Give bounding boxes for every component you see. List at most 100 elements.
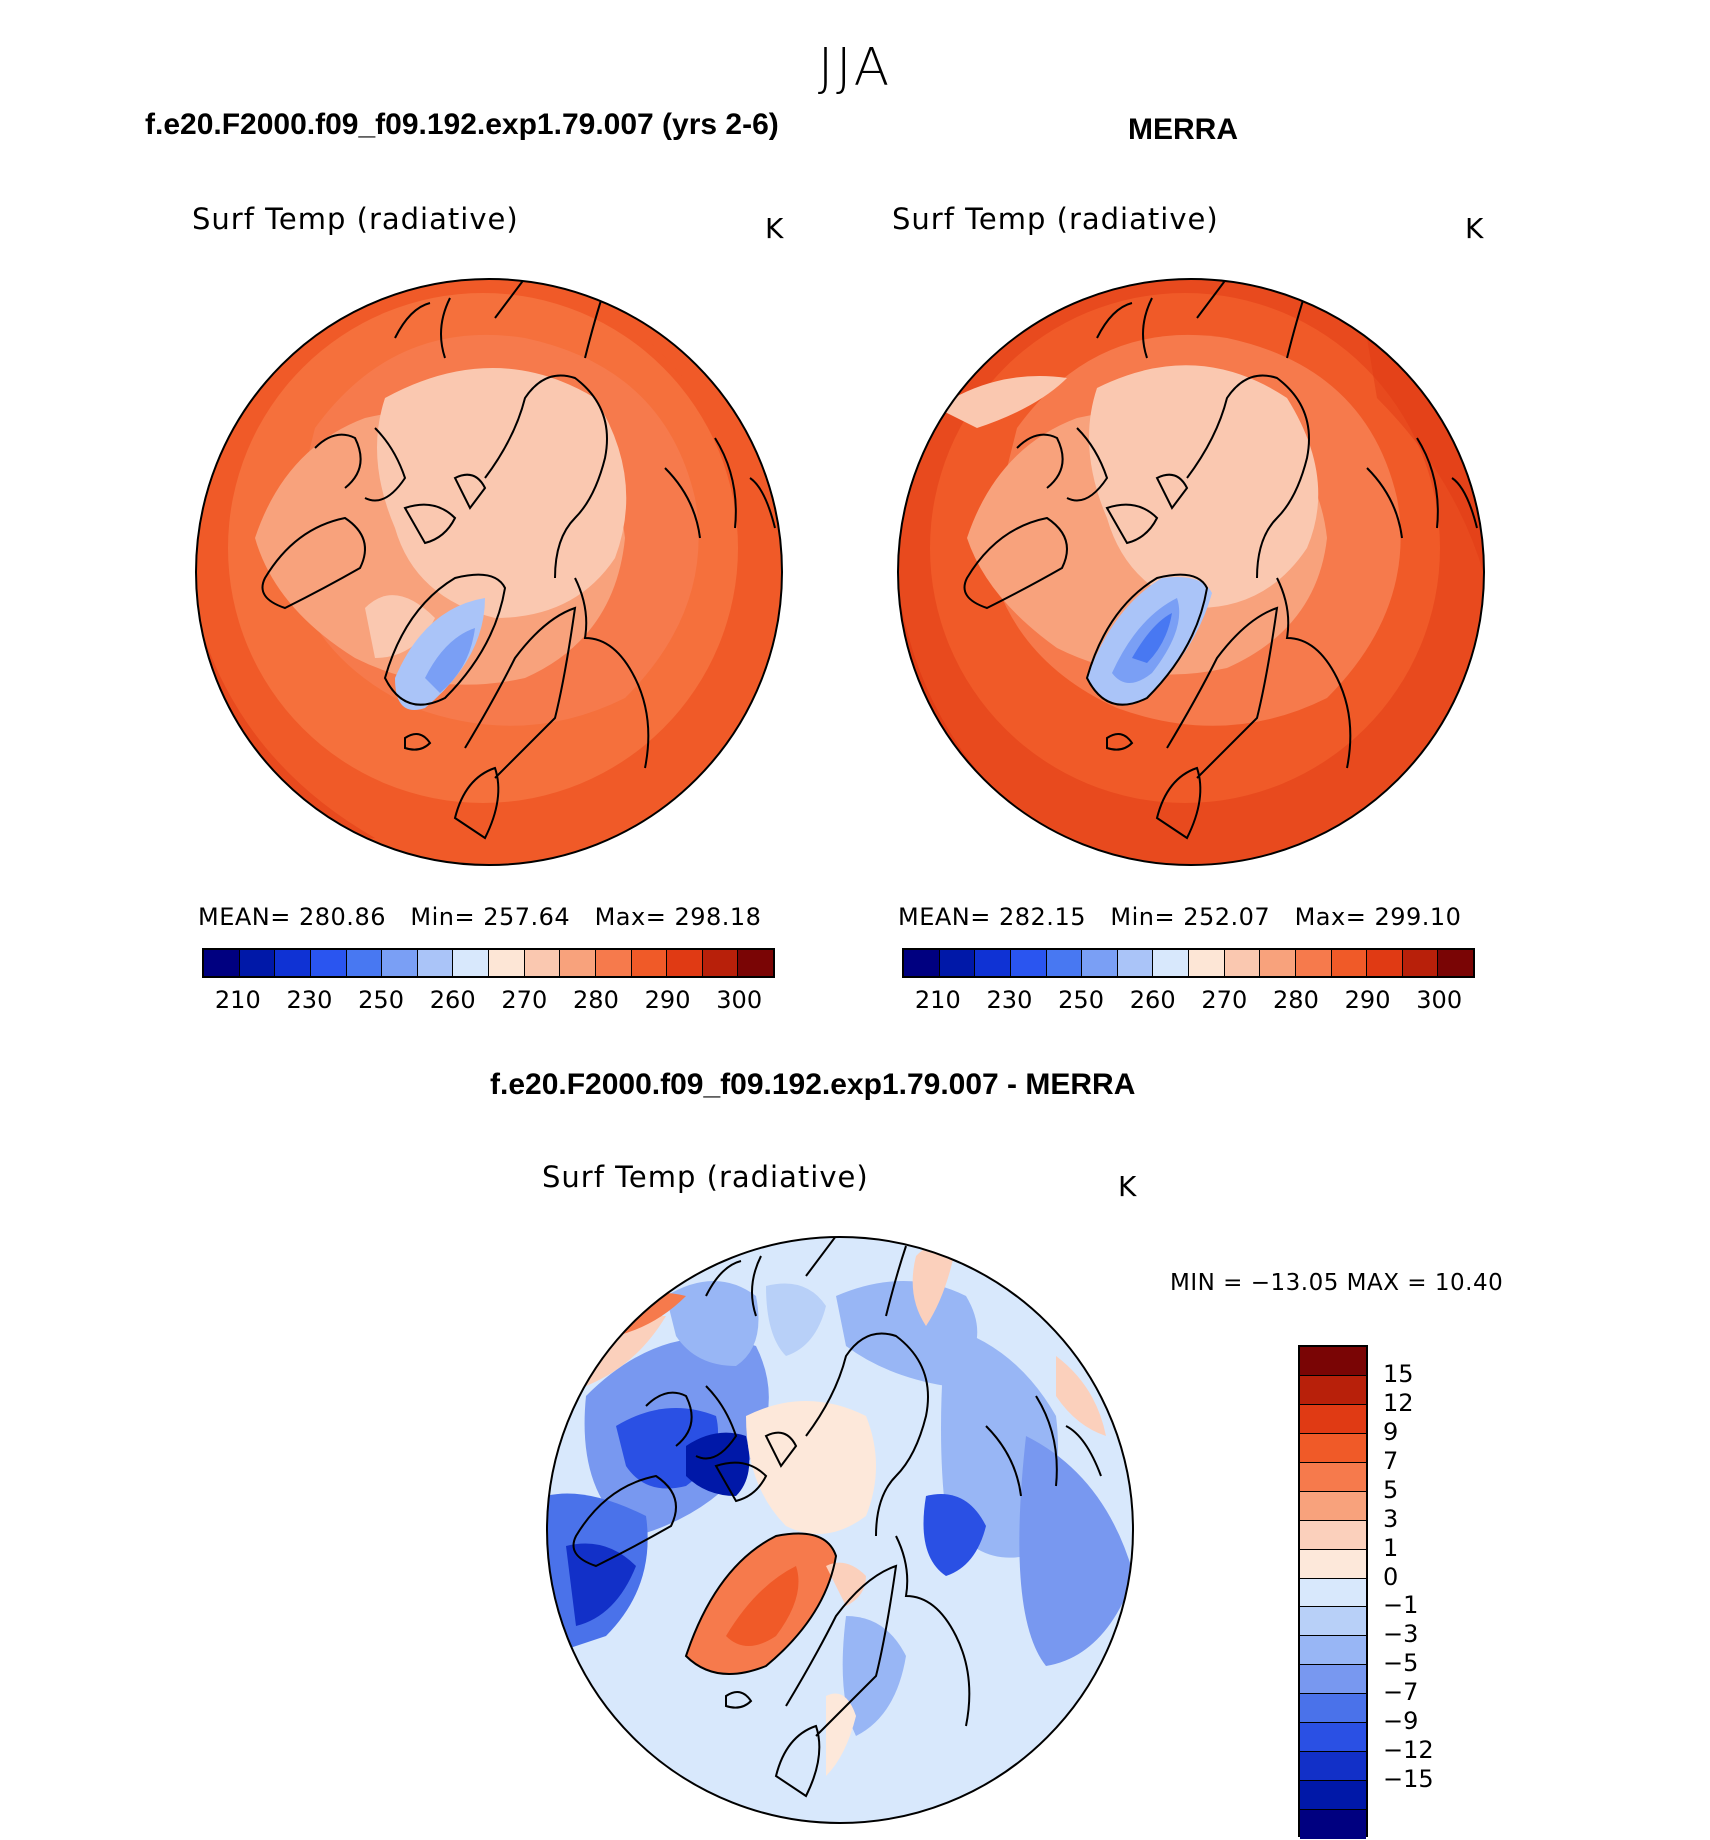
colorbar-swatch (975, 950, 1011, 976)
colorbar-tick-label: 3 (1383, 1504, 1399, 1533)
diff-unit-label: K (1118, 1170, 1137, 1203)
diff-polar-map (546, 1236, 1134, 1824)
colorbar-tick-label: 280 (573, 986, 619, 1014)
colorbar-tick-label: −9 (1383, 1707, 1419, 1736)
colorbar-tick-label: 230 (986, 986, 1033, 1014)
colorbar-swatch (1300, 1694, 1366, 1724)
colorbar-swatch (1300, 1665, 1366, 1695)
obs-polar-map (897, 278, 1485, 866)
obs-max-label: Max= (1294, 903, 1367, 931)
colorbar-swatch (1189, 950, 1225, 976)
diff-colorbar-ticks: 15 12 9 7 5 3 1 0 −1 −3 −5 −7 −9 −12 −15 (1383, 1345, 1463, 1837)
model-min-label: Min= (410, 903, 476, 931)
colorbar-swatch (1300, 1404, 1366, 1434)
obs-stats: MEAN= 282.15 Min= 252.07 Max= 299.10 (898, 903, 1461, 931)
colorbar-tick-label: 15 (1383, 1359, 1414, 1388)
colorbar-swatch (1300, 1723, 1366, 1753)
colorbar-tick-label: 210 (214, 986, 261, 1014)
model-max-label: Max= (594, 903, 667, 931)
colorbar-swatch (1010, 950, 1047, 976)
model-panel-title: f.e20.F2000.f09_f09.192.exp1.79.007 (yrs… (145, 108, 779, 141)
colorbar-tick-label: 210 (914, 986, 961, 1014)
diff-colorbar (1298, 1345, 1368, 1839)
colorbar-swatch (204, 950, 240, 976)
model-stats: MEAN= 280.86 Min= 257.64 Max= 298.18 (198, 903, 761, 931)
colorbar-tick-label: −3 (1383, 1620, 1419, 1649)
colorbar-swatch (1300, 1636, 1366, 1666)
colorbar-swatch (275, 950, 311, 976)
colorbar-swatch (1367, 950, 1403, 976)
colorbar-tick-label: −12 (1383, 1736, 1434, 1765)
obs-variable-label: Surf Temp (radiative) (892, 202, 1219, 236)
colorbar-swatch (1300, 1781, 1366, 1810)
colorbar-tick-label: 250 (358, 986, 404, 1014)
colorbar-tick-label: 290 (644, 986, 691, 1014)
colorbar-swatch (738, 950, 773, 976)
model-mean-value: 280.86 (299, 903, 386, 931)
colorbar-tick-label: −5 (1383, 1649, 1419, 1678)
colorbar-swatch (417, 950, 454, 976)
colorbar-swatch (1224, 950, 1261, 976)
colorbar-swatch (1300, 1375, 1366, 1405)
colorbar-tick-label: 12 (1383, 1388, 1414, 1417)
obs-min-value: 252.07 (1183, 903, 1271, 931)
model-mean-label: MEAN= (198, 903, 291, 931)
colorbar-tick-label: 260 (1129, 986, 1176, 1014)
colorbar-swatch (1300, 1752, 1366, 1782)
obs-mean-label: MEAN= (898, 903, 991, 931)
colorbar-tick-label: 260 (429, 986, 476, 1014)
colorbar-swatch (939, 950, 976, 976)
colorbar-swatch (1300, 1607, 1366, 1637)
colorbar-swatch (702, 950, 739, 976)
colorbar-tick-label: 7 (1383, 1446, 1399, 1475)
colorbar-tick-label: 300 (716, 986, 763, 1014)
colorbar-swatch (1300, 1433, 1366, 1463)
colorbar-swatch (1300, 1520, 1366, 1550)
model-variable-label: Surf Temp (radiative) (192, 202, 519, 236)
colorbar-swatch (667, 950, 703, 976)
colorbar-swatch (453, 950, 489, 976)
diff-minmax: MIN = −13.05 MAX = 10.40 (1170, 1270, 1504, 1296)
colorbar-swatch (1438, 950, 1473, 976)
obs-mean-value: 282.15 (999, 903, 1086, 931)
colorbar-tick-label: 250 (1058, 986, 1104, 1014)
colorbar-swatch (1046, 950, 1083, 976)
colorbar-swatch (524, 950, 561, 976)
colorbar-swatch (1300, 1549, 1366, 1579)
colorbar-swatch (1153, 950, 1189, 976)
model-polar-map (195, 278, 783, 866)
colorbar-tick-label: 9 (1383, 1417, 1399, 1446)
colorbar-tick-label: 230 (286, 986, 333, 1014)
colorbar-swatch (1082, 950, 1118, 976)
colorbar-tick-label: −1 (1383, 1591, 1419, 1620)
diff-variable-label: Surf Temp (radiative) (542, 1160, 869, 1194)
colorbar-swatch (1300, 1578, 1366, 1608)
colorbar-tick-label: 5 (1383, 1475, 1399, 1504)
colorbar-swatch (1300, 1491, 1366, 1521)
colorbar-swatch (1295, 950, 1332, 976)
colorbar-tick-label: 1 (1383, 1533, 1399, 1562)
obs-max-value: 299.10 (1374, 903, 1462, 931)
colorbar-tick-label: 270 (1201, 986, 1248, 1014)
colorbar-tick-label: 270 (501, 986, 548, 1014)
colorbar-swatch (1300, 1462, 1366, 1492)
obs-panel-title: MERRA (1128, 113, 1238, 146)
colorbar-swatch (489, 950, 525, 976)
colorbar-swatch (1300, 1347, 1366, 1376)
colorbar-tick-label: −15 (1383, 1765, 1434, 1794)
model-unit-label: K (765, 212, 784, 245)
colorbar-swatch (1402, 950, 1439, 976)
model-max-value: 298.18 (674, 903, 762, 931)
colorbar-tick-label: 290 (1344, 986, 1391, 1014)
model-min-value: 257.64 (483, 903, 571, 931)
obs-unit-label: K (1465, 212, 1484, 245)
colorbar-tick-label: 280 (1273, 986, 1319, 1014)
obs-min-label: Min= (1110, 903, 1176, 931)
model-colorbar-ticks: 210 230 250 260 270 280 290 300 (202, 986, 775, 1016)
model-colorbar (202, 948, 775, 978)
obs-colorbar (902, 948, 1475, 978)
colorbar-swatch (631, 950, 668, 976)
colorbar-swatch (1300, 1810, 1366, 1839)
colorbar-tick-label: −7 (1383, 1678, 1419, 1707)
colorbar-swatch (595, 950, 632, 976)
